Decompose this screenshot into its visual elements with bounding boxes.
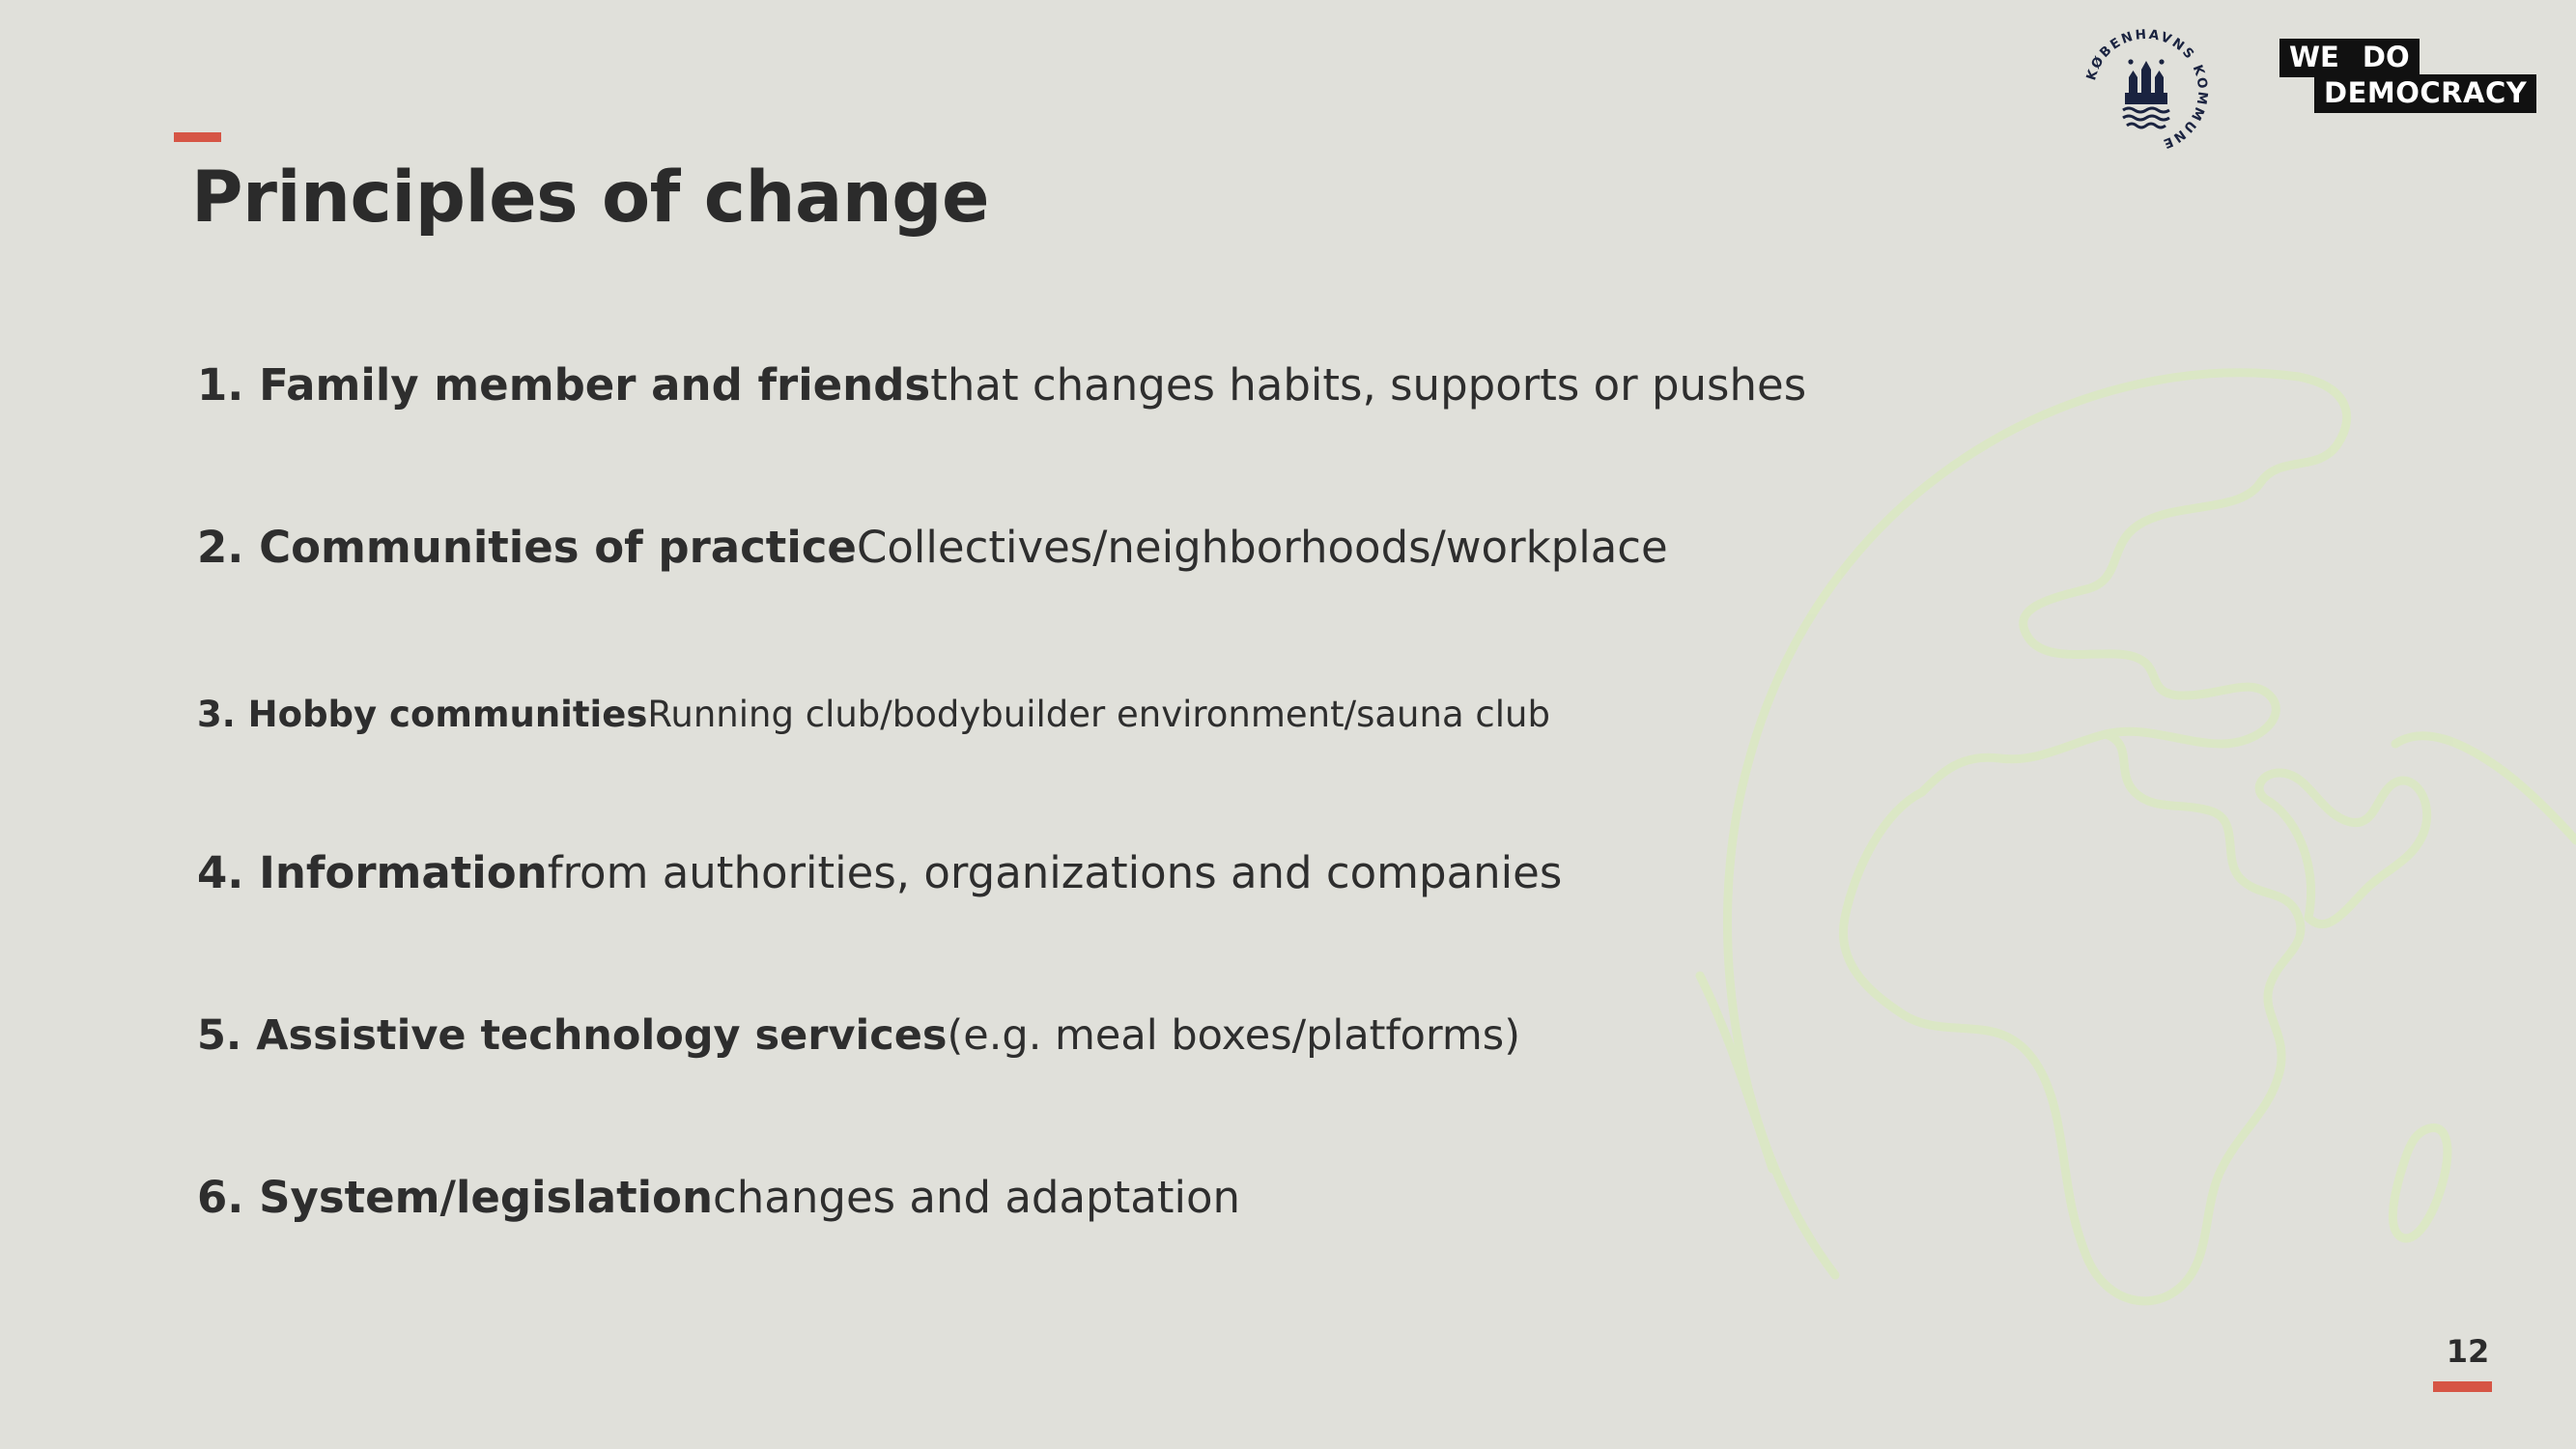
page-number-accent-bar	[2433, 1381, 2492, 1392]
principle-item: 1. Family member and friendsthat changes…	[197, 359, 1806, 411]
slide-title: Principles of change	[191, 156, 990, 239]
principle-text: Running club/bodybuilder environment/sau…	[647, 694, 1550, 735]
principle-item: 6. System/legislationchanges and adaptat…	[197, 1172, 1240, 1223]
principle-item: 3. Hobby communitiesRunning club/bodybui…	[197, 694, 1550, 735]
principle-lead: 3. Hobby communities	[197, 694, 648, 735]
principle-item: 4. Informationfrom authorities, organiza…	[197, 847, 1562, 898]
principle-text: (e.g. meal boxes/platforms)	[947, 1011, 1520, 1060]
principle-text: Collectives/neighborhoods/workplace	[856, 522, 1668, 573]
we-do-democracy-logo: WE DO DEMOCRACY	[2279, 39, 2545, 116]
principle-lead: 2. Communities of practice	[197, 522, 857, 573]
globe-line-drawing-icon	[1695, 368, 2576, 1306]
principle-item: 2. Communities of practiceCollectives/ne…	[197, 522, 1668, 573]
logo-text-line-2: DEMOCRACY	[2314, 74, 2537, 113]
principle-lead: 6. System/legislation	[197, 1172, 714, 1223]
principle-item: 5. Assistive technology services(e.g. me…	[197, 1011, 1520, 1060]
principle-text: that changes habits, supports or pushes	[930, 359, 1807, 411]
copenhagen-city-seal-icon: KØBENHAVNS KOMMUNE	[2083, 27, 2208, 153]
principle-text: from authorities, organizations and comp…	[547, 847, 1563, 898]
principle-lead: 5. Assistive technology services	[197, 1011, 948, 1060]
page-number: 12	[2446, 1333, 2490, 1370]
principle-lead: 4. Information	[197, 847, 548, 898]
title-accent-bar	[174, 132, 221, 142]
principle-lead: 1. Family member and friends	[197, 359, 931, 411]
logo-text-line-1: WE DO	[2279, 39, 2420, 77]
principle-text: changes and adaptation	[713, 1172, 1241, 1223]
